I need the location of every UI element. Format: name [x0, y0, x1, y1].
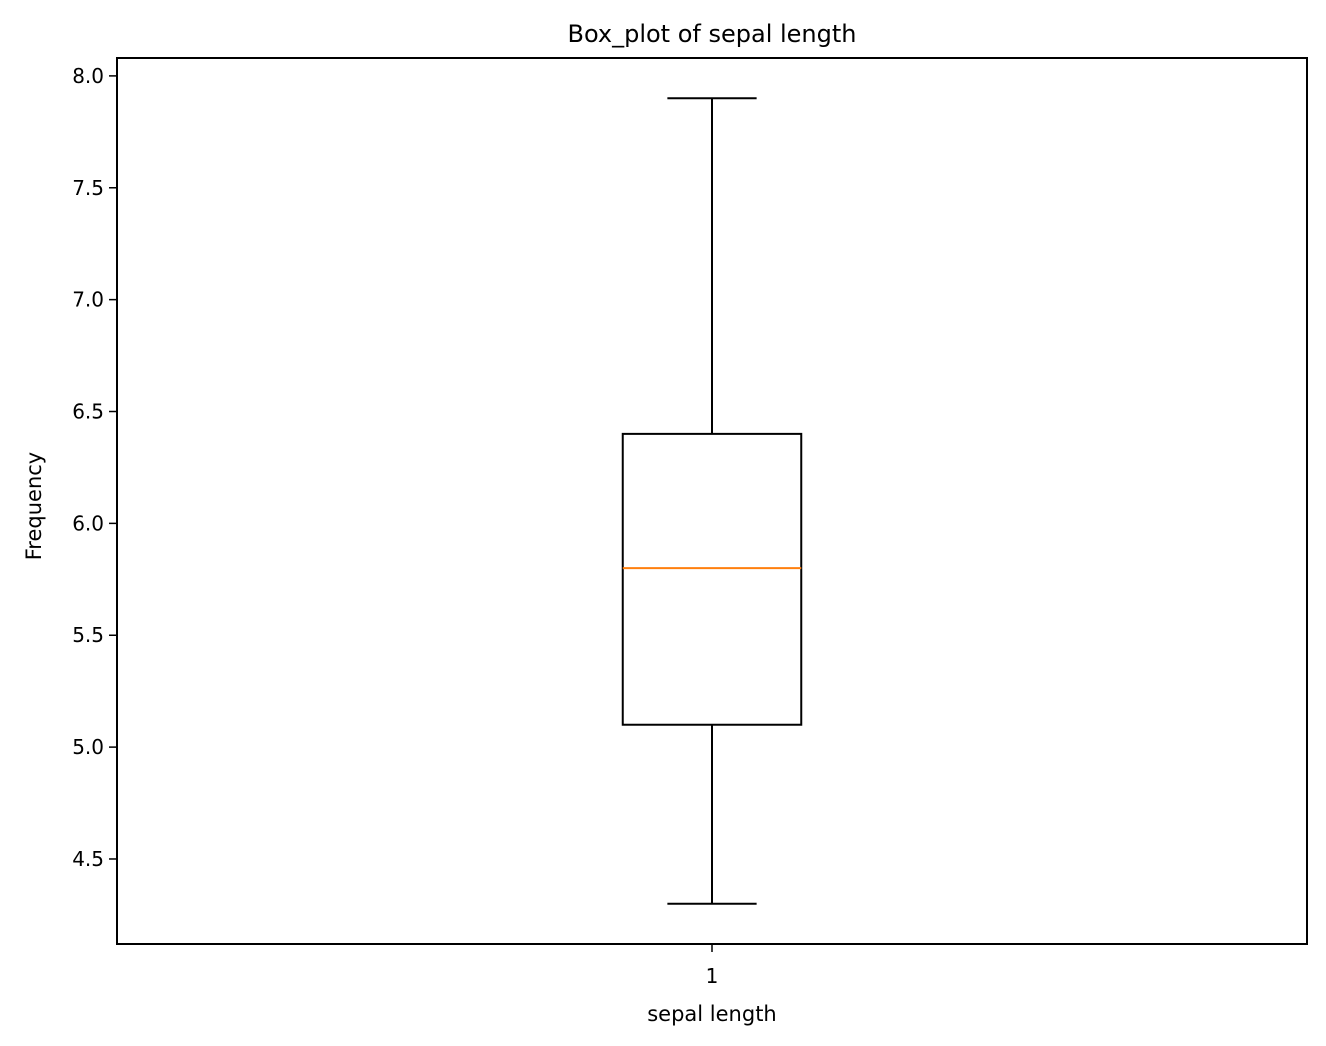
y-axis-label: Frequency	[22, 452, 46, 561]
x-axis-ticks: 1	[706, 944, 719, 988]
box-group	[621, 97, 803, 905]
x-axis-label: sepal length	[647, 1002, 777, 1026]
y-tick-label: 7.0	[72, 288, 104, 312]
plot-frame	[116, 57, 1308, 945]
y-tick-label: 6.5	[72, 400, 104, 424]
chart-title: Box_plot of sepal length	[567, 20, 856, 48]
y-tick-label: 4.5	[72, 847, 104, 871]
y-tick-label: 5.5	[72, 623, 104, 647]
x-tick-label: 1	[706, 964, 719, 988]
y-tick-label: 7.5	[72, 176, 104, 200]
y-tick-label: 6.0	[72, 511, 104, 535]
y-axis-ticks: 4.5 5.0 5.5 6.0 6.5 7.0 7.5 8.0	[72, 64, 117, 871]
iqr-box	[621, 432, 803, 726]
y-tick-label: 5.0	[72, 735, 104, 759]
y-tick-label: 8.0	[72, 64, 104, 88]
